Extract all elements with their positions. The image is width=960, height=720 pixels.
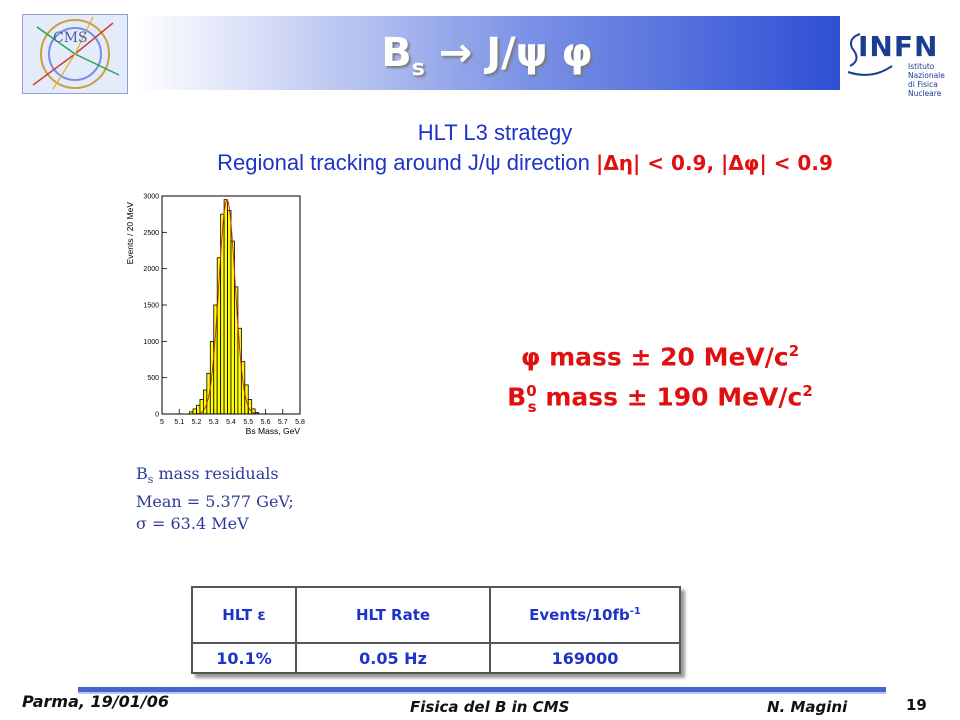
x-tick-label: 5.5 [243,419,253,426]
infn-logo [846,20,954,84]
table-row: 10.1% 0.05 Hz 169000 [191,642,681,674]
header-events: Events/10fb-1 [489,586,681,644]
histogram-bar [192,408,197,415]
y-tick-label: 2500 [143,230,159,237]
infn-wordmark: INFN [858,30,939,63]
cms-logo: CMS [22,14,128,94]
residuals-title: Bs mass residuals [136,464,279,487]
x-tick-label: 5.6 [261,419,271,426]
y-tick-label: 0 [155,412,159,419]
header-hlt-efficiency: HLT ε [191,586,297,644]
histogram-bar [227,210,232,415]
x-tick-label: 5.3 [209,419,219,426]
svg-text:CMS: CMS [53,30,88,46]
cell-efficiency: 10.1% [191,642,297,674]
y-tick-label: 2000 [143,266,159,273]
y-tick-label: 1500 [143,303,159,310]
cell-events: 169000 [489,642,681,674]
y-axis-label: Events / 20 MeV [125,202,135,265]
footer-talk-title: Fisica del B in CMS [410,698,570,716]
x-tick-label: 5 [160,419,164,426]
footer-bar [78,687,886,692]
header-hlt-rate: HLT Rate [295,586,491,644]
residuals-mean: Mean = 5.377 GeV; [136,492,294,512]
fit-curve [187,199,266,415]
footer-date: Parma, 19/01/06 [22,692,169,711]
cell-rate: 0.05 Hz [295,642,491,674]
eta-phi-cuts: |Δη| < 0.9, |Δφ| < 0.9 [596,151,833,175]
bs-mass-histogram: 5 5.1 5.2 5.3 5.4 5.5 5.6 5.7 5.8 0 500 1000 1500 200… [125,194,305,437]
title-banner [134,16,840,90]
x-tick-label: 5.2 [192,419,202,426]
infn-subtitle: Istituto Nazionale di Fisica Nucleare [908,62,945,98]
y-tick-label: 3000 [143,194,159,201]
mass-residuals-box: Bs mass residuals Mean = 5.377 GeV; σ = … [136,463,308,543]
x-tick-label: 5.8 [295,419,305,426]
hlt-rate-table: HLT ε HLT Rate Events/10fb-1 10.1% 0.05 … [191,586,681,674]
histogram-bar [196,404,201,415]
phi-mass-window: φ mass ± 20 MeV/c2 [520,342,800,372]
table-header-row: HLT ε HLT Rate Events/10fb-1 [191,586,681,644]
slide-title: Bs → J/ψ φ [381,30,593,81]
y-tick-label: 1000 [143,339,159,346]
regional-tracking-text: Regional tracking around J/ψ direction [217,150,597,175]
footer-bar-shadow [78,692,886,694]
histogram-bar [237,327,242,415]
page-number: 19 [906,696,927,714]
bs-mass-window: B0s mass ± 190 MeV/c2 [507,382,813,416]
x-tick-label: 5.1 [174,419,184,426]
histogram-bar [206,372,211,415]
x-tick-label: 5.7 [278,419,288,426]
histogram-bar [223,199,228,415]
residuals-sigma: σ = 63.4 MeV [136,514,249,534]
histogram-bar [209,340,215,415]
x-tick-label: 5.4 [226,419,236,426]
footer-author: N. Magini [767,698,848,716]
regional-tracking-line: Regional tracking around J/ψ direction |… [0,150,960,176]
mass-window: φ mass ± 20 MeV/c2 B0s mass ± 190 MeV/c2 [440,334,880,424]
histogram-bar [234,286,239,415]
x-axis-label: Bs Mass, GeV [246,426,301,436]
y-tick-label: 500 [147,375,159,382]
strategy-heading: HLT L3 strategy [417,120,573,145]
